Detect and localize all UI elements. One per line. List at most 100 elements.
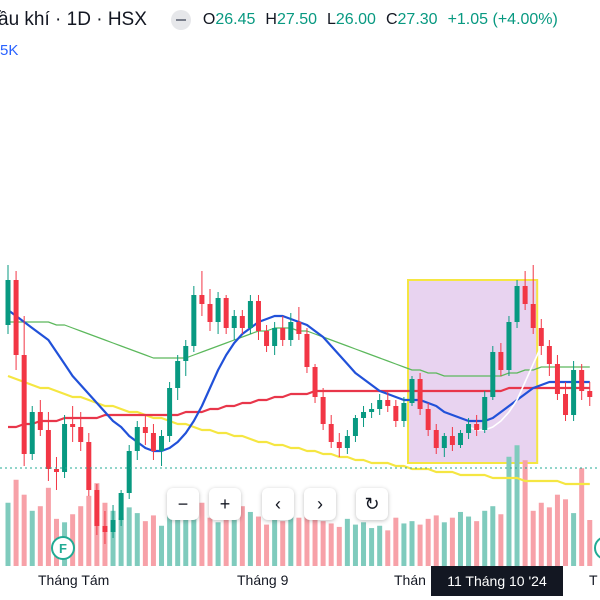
scroll-left-button[interactable]: ‹ [262, 488, 294, 520]
candle-body [344, 436, 350, 448]
volume-bar [167, 499, 173, 566]
candle-body [554, 364, 560, 394]
volume-bar [563, 499, 569, 566]
candle-body [53, 469, 59, 472]
event-marker-f[interactable]: F [51, 536, 75, 560]
candle-body [571, 370, 577, 415]
ma-white-line [468, 345, 543, 431]
chevron-right-icon: › [317, 493, 323, 514]
ohlc-open: O26.45 [202, 11, 256, 28]
volume-bar [21, 494, 27, 566]
candle-body [62, 424, 68, 472]
volume-legend-value: 5K [0, 42, 19, 59]
volume-bar [554, 494, 560, 566]
volume-bar [37, 506, 43, 566]
candle-body [522, 286, 528, 304]
candle-body [118, 493, 124, 520]
candle-body [336, 442, 342, 448]
volume-bar [401, 523, 407, 566]
candles [5, 265, 593, 544]
ohlc-low: L26.00 [327, 11, 376, 28]
volume-bar [86, 495, 92, 566]
candle-body [223, 298, 229, 328]
candle-body [393, 406, 399, 421]
volume-bar [223, 513, 229, 566]
candle-body [288, 322, 294, 340]
ohlc-close: C27.30 [385, 11, 438, 28]
volume-bar [466, 516, 472, 566]
x-axis-label-next: T [589, 572, 598, 588]
candle-body [498, 352, 504, 370]
volume-bar [312, 510, 318, 566]
volume-bar [538, 502, 544, 566]
candle-body [385, 400, 391, 406]
candle-body [474, 424, 480, 430]
candle-body [264, 331, 270, 346]
candle-body [207, 304, 213, 322]
volume-bar [239, 506, 245, 566]
crosshair-date-label: 11 Tháng 10 '24 [431, 566, 563, 596]
candle-body [506, 322, 512, 370]
volume-bar [490, 506, 496, 566]
candle-body [29, 412, 35, 454]
volume-bar [207, 517, 213, 566]
volume-bar [110, 510, 116, 566]
price-change: +1.05 (+4.00%) [447, 11, 558, 28]
volume-bar [272, 518, 278, 566]
candle-body [45, 430, 51, 469]
zoom-in-button[interactable]: + [209, 488, 241, 520]
candle-body [142, 427, 148, 433]
volume-bar [482, 510, 488, 566]
volume-bar [247, 511, 253, 566]
candle-body [247, 301, 253, 328]
candle-body [199, 295, 205, 304]
ohlc-values: O26.45 H27.50 L26.00 C27.30 +1.05 (+4.00… [203, 11, 558, 29]
volume-bar [231, 518, 237, 566]
symbol-title[interactable]: ầu khí · 1D · HSX [0, 9, 147, 30]
candle-body [538, 328, 544, 346]
scroll-right-button[interactable]: › [304, 488, 336, 520]
minus-icon [175, 19, 186, 21]
candle-body [466, 424, 472, 433]
volume-bar [328, 523, 334, 566]
chart-header: ầu khí · 1D · HSX O26.45 H27.50 L26.00 C… [0, 6, 600, 34]
volume-bar [352, 524, 358, 566]
candle-body [441, 436, 447, 448]
volume-bar [409, 521, 415, 566]
volume-bar [142, 521, 148, 566]
ohlc-high: H27.50 [265, 11, 317, 28]
volume-bar [514, 445, 520, 566]
volume-bar [425, 518, 431, 566]
candle-body [175, 361, 181, 388]
collapse-legend-button[interactable] [170, 10, 191, 30]
candle-body [579, 370, 585, 391]
volume-bar [150, 515, 156, 566]
candle-body [514, 286, 520, 322]
volume-bar [175, 490, 181, 566]
volume-bar [118, 517, 124, 566]
candle-body [239, 316, 245, 328]
volume-bar [288, 514, 294, 566]
volume-bar [29, 510, 35, 566]
volume-bar [134, 513, 140, 566]
candle-body [312, 367, 318, 397]
volume-bar [587, 520, 593, 566]
candle-body [255, 301, 261, 331]
zoom-out-button[interactable]: − [167, 488, 199, 520]
candle-body [102, 526, 108, 532]
volume-bar [474, 521, 480, 566]
reset-chart-button[interactable]: ↻ [356, 488, 388, 520]
volume-bar [183, 510, 189, 566]
volume-bar [441, 522, 447, 566]
candle-body [78, 427, 84, 442]
candle-body [530, 304, 536, 328]
candle-body [457, 433, 463, 445]
candle-body [231, 316, 237, 328]
volume-bar [377, 525, 383, 566]
candle-body [191, 295, 197, 346]
candle-body [272, 328, 278, 346]
candle-body [13, 280, 19, 355]
candle-body [150, 433, 156, 451]
volume-bar [126, 507, 132, 566]
